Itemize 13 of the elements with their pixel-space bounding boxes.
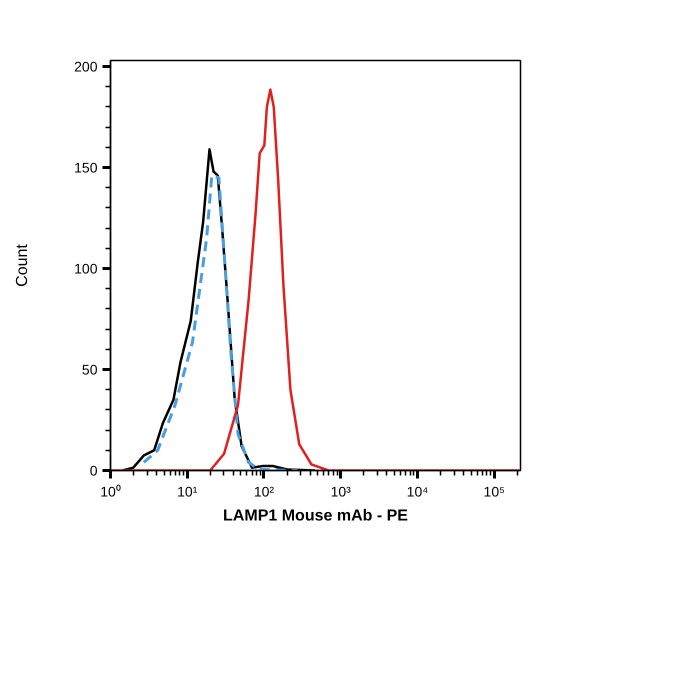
x-tick-label: 10⁴ [406,484,428,500]
x-tick-label: 10⁰ [100,484,121,500]
x-tick-label: 10⁵ [484,484,505,500]
y-axis-title: Count [14,244,32,287]
y-tick-label: 100 [74,260,98,277]
y-tick-label: 50 [82,362,98,378]
x-tick-label: 10³ [330,484,352,500]
x-tick-label: 10² [254,484,274,500]
y-tick-label: 0 [90,462,98,478]
y-tick-label: 200 [74,58,98,75]
x-axis-title: LAMP1 Mouse mAb - PE [223,508,408,524]
x-tick-label: 10¹ [177,484,198,500]
y-tick-label: 150 [74,160,98,176]
